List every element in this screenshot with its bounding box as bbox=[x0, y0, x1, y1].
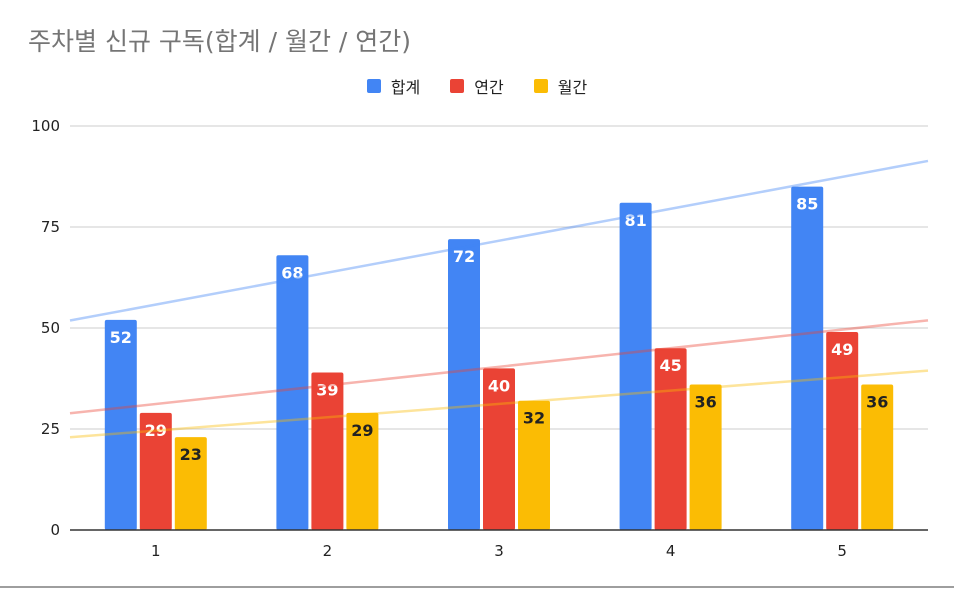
y-tick-label: 25 bbox=[41, 420, 60, 438]
data-label: 85 bbox=[796, 195, 818, 214]
x-tick-label: 4 bbox=[666, 542, 676, 560]
data-label: 23 bbox=[180, 445, 202, 464]
data-label: 32 bbox=[523, 409, 545, 428]
x-tick-label: 5 bbox=[837, 542, 847, 560]
data-label: 39 bbox=[316, 380, 338, 399]
legend-label-total: 합계 bbox=[390, 78, 421, 97]
legend-swatch-monthly bbox=[533, 79, 548, 93]
bar bbox=[689, 384, 722, 530]
data-label: 68 bbox=[281, 263, 303, 282]
data-label: 36 bbox=[866, 393, 888, 412]
y-tick-label: 50 bbox=[41, 319, 60, 337]
bar bbox=[826, 332, 859, 530]
y-tick-label: 0 bbox=[50, 521, 60, 539]
bar bbox=[518, 400, 550, 530]
legend-item-annual: 연간 bbox=[450, 74, 504, 98]
bar bbox=[174, 437, 207, 530]
data-label: 40 bbox=[488, 376, 510, 395]
bar bbox=[619, 202, 652, 530]
legend-swatch-annual bbox=[450, 79, 465, 93]
bar bbox=[311, 372, 344, 530]
bar bbox=[654, 348, 687, 530]
trendline bbox=[69, 369, 929, 439]
bar bbox=[448, 239, 480, 530]
bar bbox=[276, 255, 309, 530]
x-tick-label: 3 bbox=[494, 542, 504, 560]
trendline bbox=[69, 159, 929, 322]
bar bbox=[104, 319, 137, 530]
bar bbox=[346, 412, 379, 530]
bar bbox=[483, 368, 515, 530]
legend-item-total: 합계 bbox=[366, 74, 421, 98]
data-label: 52 bbox=[110, 328, 132, 347]
legend-item-monthly: 월간 bbox=[533, 74, 588, 98]
y-tick-label: 100 bbox=[31, 117, 60, 135]
data-label: 81 bbox=[624, 211, 646, 230]
trendline bbox=[69, 319, 929, 415]
y-tick-label: 75 bbox=[41, 218, 60, 236]
x-tick-label: 1 bbox=[151, 542, 161, 560]
bottom-divider bbox=[0, 586, 954, 588]
data-label: 49 bbox=[831, 340, 853, 359]
bar bbox=[791, 186, 824, 530]
legend: 합계 연간 월간 bbox=[0, 74, 954, 98]
bar bbox=[139, 412, 172, 530]
data-label: 72 bbox=[453, 247, 475, 266]
data-label: 29 bbox=[145, 421, 167, 440]
chart-title: 주차별 신규 구독(합계 / 월간 / 연간) bbox=[28, 27, 412, 56]
bar bbox=[861, 384, 894, 530]
x-tick-label: 2 bbox=[323, 542, 333, 560]
legend-label-annual: 연간 bbox=[474, 78, 504, 97]
data-label: 45 bbox=[659, 356, 681, 375]
legend-label-monthly: 월간 bbox=[557, 78, 588, 97]
legend-swatch-total bbox=[366, 79, 381, 93]
data-label: 36 bbox=[694, 393, 716, 412]
data-label: 29 bbox=[351, 421, 373, 440]
